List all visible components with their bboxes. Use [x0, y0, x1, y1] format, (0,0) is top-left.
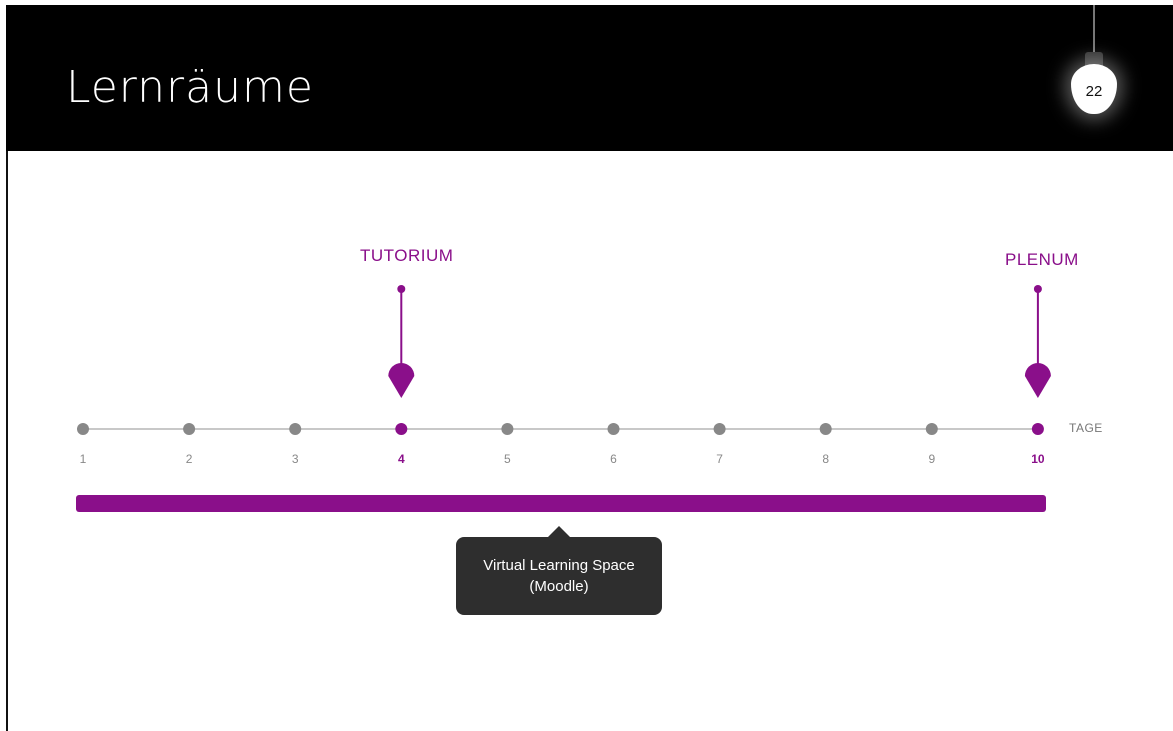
day-dot-6	[607, 423, 620, 435]
day-label-2: 2	[186, 452, 193, 466]
day-dot-3	[289, 423, 302, 435]
marker-label-plenum: PLENUM	[1005, 250, 1079, 269]
map-pin-icon	[1024, 363, 1051, 398]
day-dot-5	[501, 423, 514, 435]
day-dot-1	[77, 423, 89, 435]
virtual-learning-space-bar	[76, 495, 1046, 512]
slide-frame	[6, 5, 1173, 731]
marker-label-tutorium: TUTORIUM	[360, 246, 454, 265]
moodle-tooltip: Virtual Learning Space (Moodle)	[456, 537, 662, 615]
slide-header	[6, 5, 1173, 151]
slide-title: Lernräume	[66, 62, 314, 113]
tooltip-arrow	[548, 526, 570, 537]
day-dot-2	[183, 423, 196, 435]
day-label-7: 7	[716, 452, 723, 466]
marker-pin-tutorium	[388, 285, 415, 398]
day-label-5: 5	[504, 452, 511, 466]
lightbulb-icon: 22	[1071, 64, 1117, 114]
marker-pin-plenum	[1024, 285, 1051, 398]
bulb-cap	[1085, 52, 1103, 66]
day-dot-4	[395, 423, 408, 435]
day-label-9: 9	[928, 452, 935, 466]
day-dot-7	[713, 423, 726, 435]
day-label-1: 1	[80, 452, 87, 466]
day-dot-9	[925, 423, 938, 435]
day-dot-8	[819, 423, 832, 435]
map-pin-icon	[388, 363, 415, 398]
day-label-8: 8	[822, 452, 829, 466]
tooltip-line-2: (Moodle)	[529, 578, 589, 595]
page-number: 22	[1085, 82, 1103, 100]
bulb-cord	[1093, 5, 1095, 55]
day-label-3: 3	[292, 452, 299, 466]
day-dot-10	[1031, 423, 1044, 435]
day-label-10: 10	[1031, 452, 1045, 466]
day-label-4: 4	[398, 452, 405, 466]
axis-label-tage: TAGE	[1069, 421, 1103, 435]
tooltip-line-1: Virtual Learning Space	[483, 557, 635, 574]
day-label-6: 6	[610, 452, 617, 466]
